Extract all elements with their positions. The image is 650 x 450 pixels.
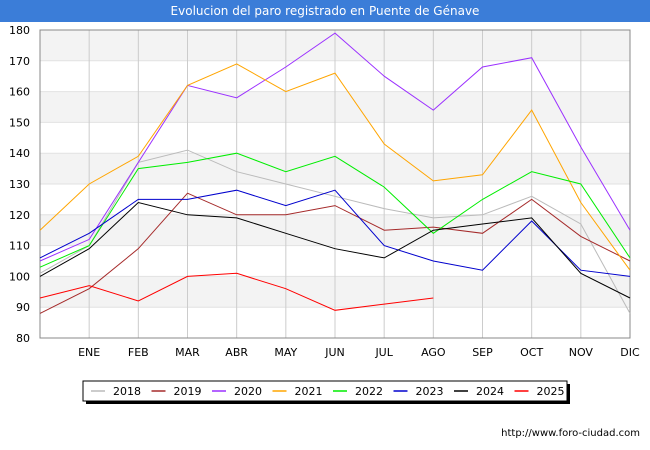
legend-label-2021: 2021 [295, 385, 323, 398]
y-tick-label: 150 [9, 116, 30, 129]
y-tick-label: 90 [16, 301, 30, 314]
y-tick-label: 170 [9, 55, 30, 68]
y-tick-label: 130 [9, 178, 30, 191]
x-tick-label: MAY [274, 346, 297, 359]
series-line-2023 [39, 189, 631, 277]
legend-label-2019: 2019 [174, 385, 202, 398]
legend-label-2025: 2025 [537, 385, 565, 398]
legend-label-2022: 2022 [355, 385, 383, 398]
y-tick-label: 160 [9, 86, 30, 99]
x-tick-label: ENE [78, 346, 100, 359]
series-line-2020 [39, 32, 631, 262]
series-line-2021 [39, 63, 631, 271]
legend-label-2024: 2024 [476, 385, 504, 398]
series-line-2024 [39, 201, 631, 299]
y-tick-label: 140 [9, 147, 30, 160]
x-tick-label: ABR [225, 346, 248, 359]
plot-area-border [39, 29, 631, 339]
x-tick-label: NOV [569, 346, 594, 359]
chart-title: Evolucion del paro registrado en Puente … [0, 0, 650, 22]
series-line-2022 [39, 152, 631, 268]
legend-box [82, 380, 568, 402]
legend-label-2023: 2023 [416, 385, 444, 398]
legend-label-2018: 2018 [113, 385, 141, 398]
x-tick-label: SEP [472, 346, 493, 359]
y-tick-label: 120 [9, 209, 30, 222]
y-tick-label: 100 [9, 270, 30, 283]
series-line-2019 [39, 192, 631, 314]
y-tick-label: 110 [9, 240, 30, 253]
series-line-2025 [39, 272, 434, 311]
x-tick-label: MAR [175, 346, 200, 359]
legend-label-2020: 2020 [234, 385, 262, 398]
y-tick-label: 80 [16, 332, 30, 345]
x-tick-label: OCT [520, 346, 543, 359]
x-tick-label: AGO [421, 346, 446, 359]
x-tick-label: FEB [128, 346, 149, 359]
source-watermark: http://www.foro-ciudad.com [501, 428, 640, 439]
x-tick-label: DIC [620, 346, 640, 359]
x-tick-label: JUN [324, 346, 345, 359]
y-tick-label: 180 [9, 24, 30, 37]
x-tick-label: JUL [374, 346, 393, 359]
